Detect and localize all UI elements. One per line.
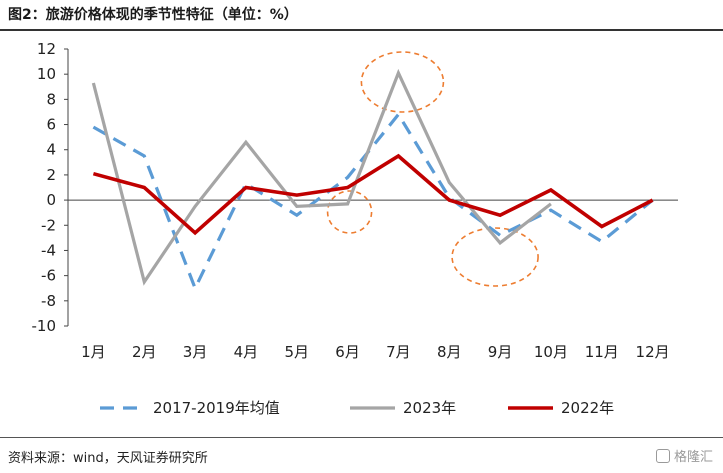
legend-label-3: 2022年 [561,399,614,417]
data-point [651,198,654,201]
y-tick-label: -2 [41,216,56,234]
y-tick-label: 0 [46,191,56,209]
y-tick-label: -10 [32,317,57,335]
y-tick-label: 10 [37,65,56,83]
x-tick-label: 12月 [636,343,670,361]
data-point [295,214,298,217]
data-point [295,205,298,208]
y-tick-label: 4 [46,141,56,159]
page-title: 图2：旅游价格体现的季节性特征（单位：%） [8,7,298,23]
y-tick-label: 8 [46,90,56,108]
series-group [91,68,654,293]
y-tick-label: -8 [41,292,56,310]
data-point [143,280,146,283]
x-tick-label: 5月 [284,343,309,361]
y-tick-label: 2 [46,166,56,184]
data-point [92,172,95,175]
data-point [92,81,95,84]
source-note: 资料来源：wind，天风证券研究所 [8,451,208,466]
data-point [600,225,603,228]
data-point [346,202,349,205]
data-point [397,154,400,157]
x-tick-label: 4月 [234,343,259,361]
annotation-ellipse [360,51,445,113]
data-point [193,287,196,290]
bottom-rule [0,437,723,438]
x-tick-label: 3月 [183,343,208,361]
legend-group: 2017-2019年均值 2023年 2022年 [100,399,614,417]
watermark: 格隆汇 [655,446,713,465]
data-point [600,240,603,243]
data-point [244,182,247,185]
data-point [143,154,146,157]
data-point [295,193,298,196]
series-line-3 [92,153,654,236]
data-point [193,231,196,234]
data-point [498,234,501,237]
x-tick-label: 6月 [335,343,360,361]
legend-label-2: 2023年 [403,399,456,417]
series-line-2 [91,68,552,286]
data-point [244,141,247,144]
x-tick-label: 8月 [437,343,462,361]
data-point [498,214,501,217]
x-tick-label: 1月 [81,343,106,361]
data-point [346,186,349,189]
data-point [448,181,451,184]
data-point [397,113,400,116]
x-tick-label: 10月 [534,343,568,361]
data-point [92,125,95,128]
data-point [244,186,247,189]
annotation-ellipse [451,227,539,287]
y-tick-label: -4 [41,241,56,259]
y-tick-label: 12 [37,40,56,58]
y-tick-label: 6 [46,116,56,134]
x-tick-label: 7月 [386,343,411,361]
legend-label-1: 2017-2019年均值 [153,399,280,417]
x-tick-label: 9月 [488,343,513,361]
data-point [448,198,451,201]
axes-group: -10 -8 -6 -4 -2 0 2 4 6 8 10 12 1月 2月 3月 4月 5月 6月 7月 8月 9月 10… [32,40,678,361]
x-tick-label: 2月 [132,343,157,361]
data-point [397,71,400,74]
watermark-text: 格隆汇 [673,450,713,465]
data-point [498,241,501,244]
top-rule [0,29,723,31]
data-point [193,205,196,208]
series-line-1 [92,111,654,293]
watermark-logo-icon [655,448,670,463]
data-point [549,202,552,205]
data-point [143,186,146,189]
annotation-ellipse [326,190,373,234]
data-point [346,176,349,179]
annotations-group [326,51,539,287]
x-tick-label: 11月 [585,343,619,361]
y-tick-label: -6 [41,267,56,285]
data-point [549,188,552,191]
data-point [549,209,552,212]
